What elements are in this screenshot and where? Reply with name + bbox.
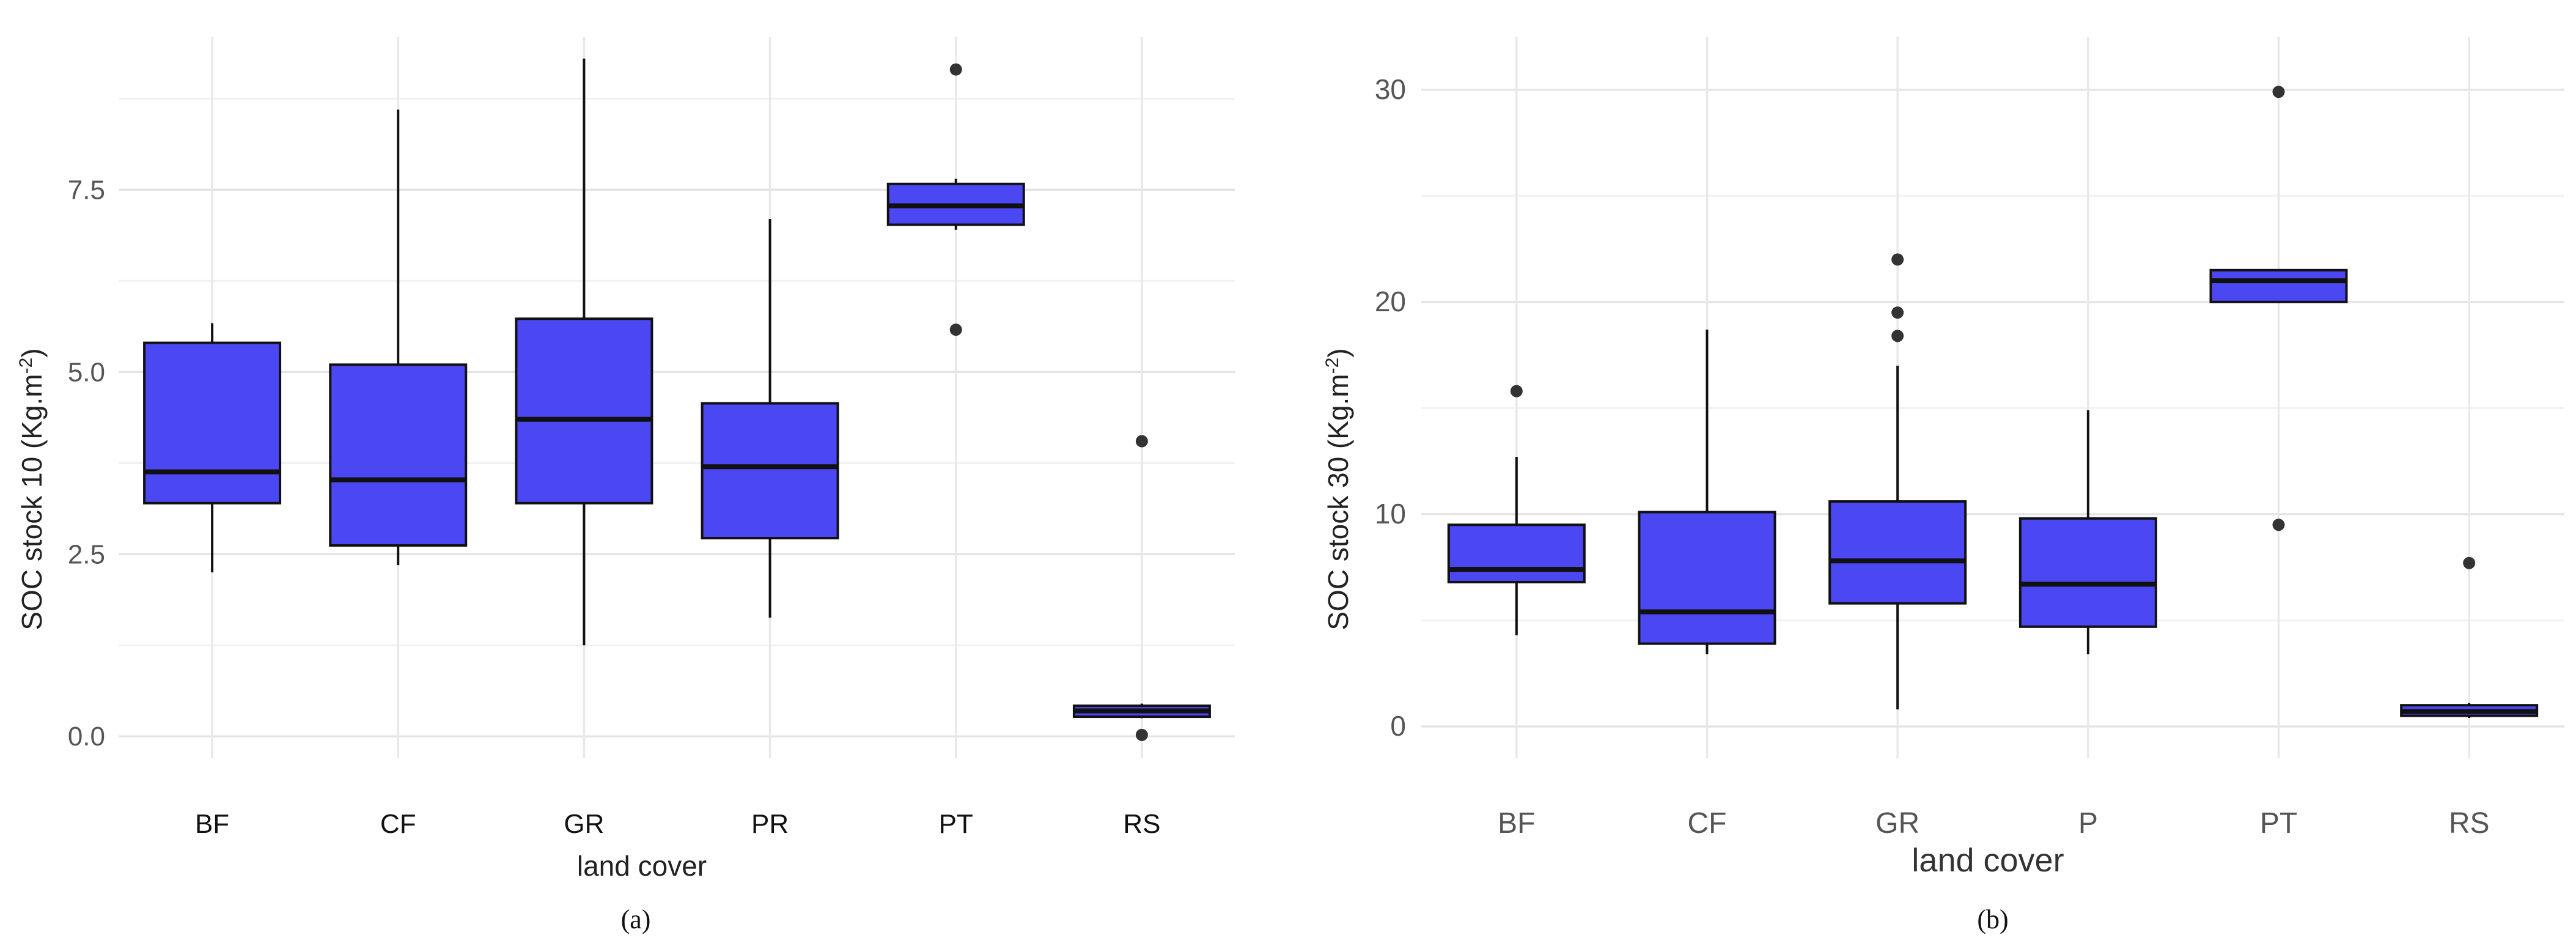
panel-b-box-pt	[2209, 86, 2348, 531]
panel-a-y-axis-label-close: )	[16, 348, 48, 357]
panel-b-grid	[1421, 37, 2564, 758]
panel-a-box-gr	[515, 58, 653, 646]
box	[1828, 500, 1967, 605]
panel-b-y-axis-label-close: )	[1322, 348, 1354, 357]
panel-a-x-axis-label: land cover	[577, 850, 707, 882]
panel-b-x-tick-label: RS	[2449, 807, 2490, 840]
outlier-point	[1135, 435, 1148, 448]
panel-a-y-tick-label: 5.0	[68, 357, 105, 387]
panel-a-y-axis-label-sup: -2	[16, 358, 36, 374]
panel-a-y-tick-label: 2.5	[68, 539, 105, 569]
panel-b-box-rs	[2400, 556, 2539, 719]
panel-a-x-tick-label: PR	[751, 809, 789, 839]
panel-b-y-tick-label: 10	[1375, 498, 1406, 530]
outlier-point	[1891, 330, 1904, 342]
outlier-point	[2463, 556, 2476, 569]
box	[515, 317, 653, 504]
outlier-point	[2272, 86, 2285, 98]
panel-a-x-tick-label: GR	[564, 809, 604, 839]
panel-b-y-tick-label: 30	[1375, 73, 1406, 105]
panel-a-caption: (a)	[621, 904, 651, 934]
panel-a-y-tick-label: 0.0	[68, 722, 105, 752]
panel-b-boxes	[1447, 86, 2539, 719]
outlier-point	[1891, 306, 1904, 319]
panel-a-box-pr	[701, 218, 839, 618]
panel-a: 0.0 2.5 5.0 7.5 BF CF GR PR PT RS land cover SOC…	[16, 37, 1235, 934]
box	[329, 363, 468, 547]
panel-a-x-tick-label: PT	[939, 809, 973, 839]
panel-a-x-axis: BF CF GR PR PT RS	[195, 809, 1161, 839]
panel-b-y-axis: 0 10 20 30	[1375, 73, 1406, 742]
panel-b-x-tick-label: BF	[1498, 807, 1535, 840]
panel-b-x-tick-label: GR	[1875, 807, 1919, 840]
panel-b-caption: (b)	[1977, 904, 2008, 934]
panel-a-x-tick-label: RS	[1123, 809, 1160, 839]
panel-b-x-tick-label: PT	[2260, 807, 2297, 840]
panel-b-y-axis-label: SOC stock 30 (Kg.m-2)	[1322, 348, 1354, 630]
outlier-point	[2272, 519, 2285, 531]
box	[2018, 517, 2157, 628]
panel-b-box-bf	[1447, 385, 1586, 635]
panel-b-y-axis-label-sup: -2	[1322, 358, 1342, 374]
panel-a-grid	[119, 37, 1235, 758]
panel-a-y-axis-label: SOC stock 10 (Kg.m-2)	[16, 348, 48, 630]
panel-b-x-tick-label: P	[2078, 807, 2098, 840]
panel-a-x-tick-label: BF	[195, 809, 229, 839]
panel-a-y-axis: 0.0 2.5 5.0 7.5	[68, 175, 105, 752]
panel-a-y-tick-label: 7.5	[68, 175, 105, 205]
panel-b-box-cf	[1638, 329, 1776, 654]
box	[2209, 268, 2348, 303]
panel-a-boxes	[143, 58, 1211, 741]
panel-b-box-p	[2018, 410, 2157, 654]
box	[1638, 511, 1776, 645]
panel-a-x-tick-label: CF	[380, 809, 416, 839]
panel-b-box-gr	[1828, 253, 1967, 710]
panel-b-x-axis: BF CF GR P PT RS	[1498, 807, 2489, 840]
outlier-point	[949, 63, 962, 76]
panel-b: 0 10 20 30 BF CF GR P PT RS land cover SOC stock…	[1322, 37, 2564, 934]
box	[701, 402, 839, 540]
panel-a-box-bf	[143, 323, 282, 573]
panel-b-y-tick-label: 0	[1390, 710, 1406, 742]
outlier-point	[1510, 385, 1523, 397]
panel-b-x-axis-label: land cover	[1912, 842, 2064, 879]
box	[1447, 523, 1586, 583]
outlier-point	[949, 323, 962, 336]
outlier-point	[1891, 253, 1904, 266]
panel-b-y-axis-label-main: SOC stock 30 (Kg.m	[1322, 374, 1354, 630]
panel-a-box-cf	[329, 109, 468, 566]
panel-b-y-tick-label: 20	[1375, 286, 1406, 317]
panel-b-x-tick-label: CF	[1688, 807, 1727, 840]
box	[143, 341, 282, 504]
panel-a-box-rs	[1072, 435, 1211, 741]
panel-a-y-axis-label-main: SOC stock 10 (Kg.m	[16, 374, 48, 630]
panel-a-box-pt	[886, 63, 1025, 336]
outlier-point	[1135, 728, 1148, 741]
